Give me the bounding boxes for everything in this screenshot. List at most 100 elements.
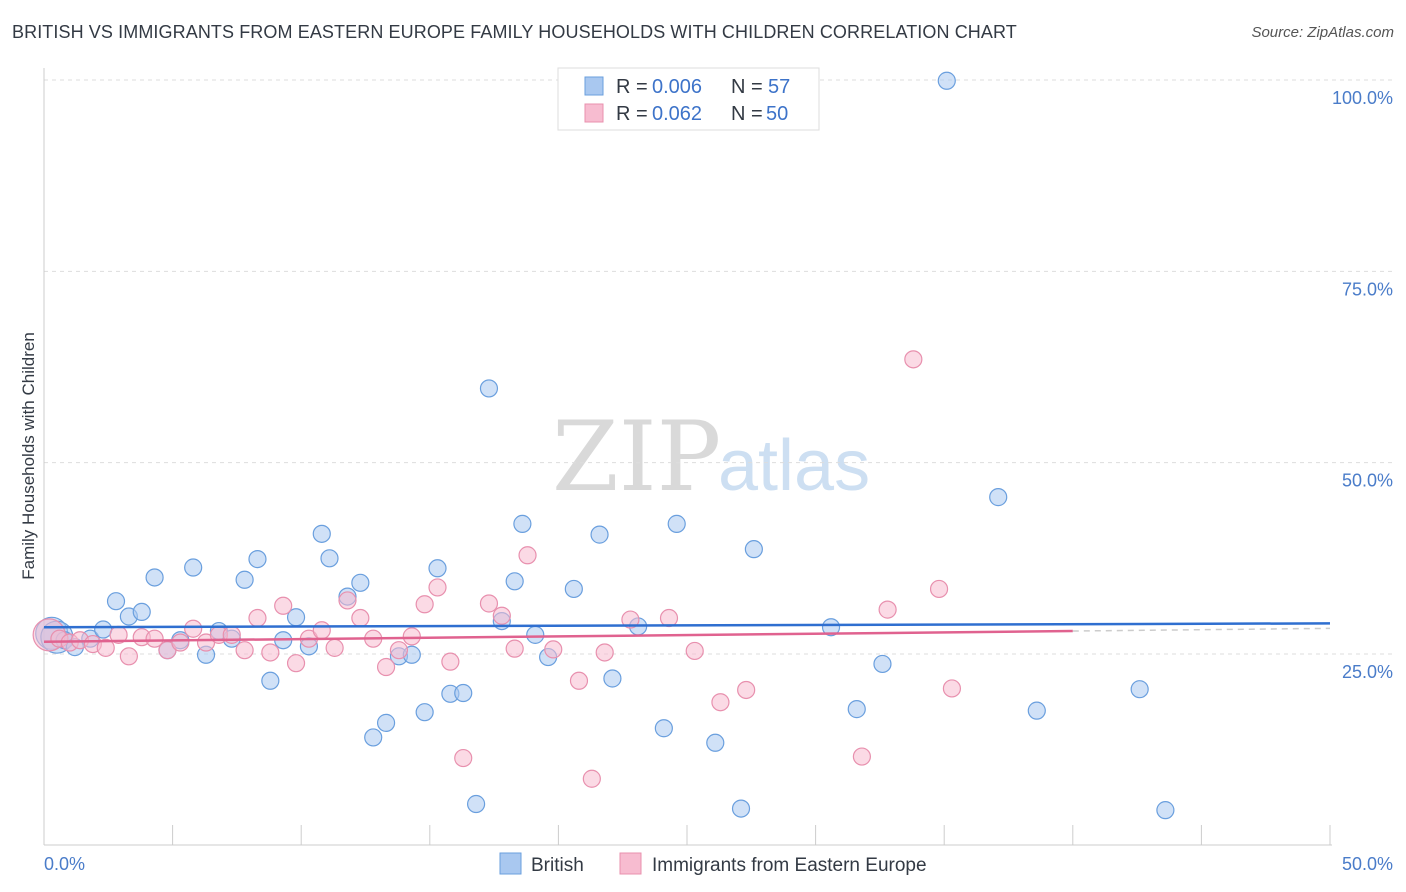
- eastern-point-45: [737, 680, 756, 700]
- british-point-47: [706, 733, 725, 752]
- legend-swatch-british: [584, 76, 604, 96]
- british-point-49: [744, 540, 763, 559]
- watermark-zip: ZIP: [552, 401, 721, 513]
- eastern-point-43: [685, 641, 704, 661]
- british-point-17: [248, 549, 267, 569]
- legend-r-value-eastern: 0.062: [652, 103, 702, 125]
- british-point-54: [989, 488, 1008, 507]
- eastern-point-20: [286, 654, 306, 673]
- eastern-point-12: [184, 619, 203, 638]
- y-axis-label: Family Households with Children: [19, 332, 38, 580]
- british-point-51: [847, 700, 866, 719]
- eastern-point-51: [582, 769, 601, 788]
- y-tick-label-3: 100.0%: [1332, 88, 1393, 108]
- british-point-56: [1130, 680, 1149, 699]
- source-label: Source: ZipAtlas.com: [1251, 24, 1394, 41]
- eastern-point-42: [659, 608, 679, 628]
- british-point-50: [821, 618, 841, 637]
- british-point-5: [94, 620, 113, 639]
- trend-line-eastern-extension: [1072, 627, 1331, 632]
- british-point-53: [937, 71, 956, 90]
- eastern-point-32: [441, 652, 460, 671]
- grid-lines: [44, 79, 1393, 655]
- british-point-9: [145, 568, 164, 587]
- british-point-41: [564, 579, 583, 599]
- chart-title: BRITISH VS IMMIGRANTS FROM EASTERN EUROP…: [12, 22, 1017, 42]
- eastern-point-5: [96, 638, 115, 657]
- british-point-16: [235, 570, 254, 589]
- british-point-42: [590, 525, 609, 544]
- y-tick-label-1: 50.0%: [1342, 471, 1393, 491]
- eastern-point-48: [904, 350, 923, 369]
- eastern-point-49: [929, 579, 949, 599]
- eastern-point-33: [454, 748, 473, 768]
- british-point-57: [1156, 801, 1175, 820]
- british-point-26: [364, 728, 383, 747]
- y-tick-label-0: 25.0%: [1342, 662, 1393, 682]
- british-point-22: [312, 524, 331, 543]
- stats-legend: R = 0.006 N = 57 R = 0.062 N = 50: [557, 67, 820, 131]
- eastern-point-23: [325, 638, 344, 657]
- eastern-point-39: [569, 671, 589, 690]
- british-point-6: [106, 592, 126, 611]
- watermark-atlas: atlas: [718, 426, 870, 506]
- eastern-point-22: [312, 621, 331, 640]
- eastern-point-17: [248, 608, 267, 628]
- trend-line-eastern: [43, 629, 1073, 644]
- british-point-45: [654, 719, 673, 738]
- eastern-point-11: [171, 633, 190, 652]
- eastern-point-34: [479, 594, 499, 613]
- british-point-8: [132, 602, 151, 622]
- legend-r-label-british: R =: [616, 76, 648, 98]
- y-tick-labels: 25.0% 50.0% 75.0% 100.0%: [1332, 88, 1393, 682]
- eastern-europe-points: [32, 350, 962, 788]
- british-point-43: [603, 669, 622, 688]
- legend-n-value-british: 57: [768, 76, 790, 98]
- british-point-23: [320, 549, 339, 568]
- legend-n-value-eastern: 50: [766, 103, 788, 125]
- series-legend: British Immigrants from Eastern Europe: [499, 852, 927, 876]
- bottom-legend-swatch-british: [499, 852, 522, 875]
- legend-swatch-eastern: [584, 103, 604, 123]
- x-tick-label-min: 0.0%: [44, 854, 85, 874]
- eastern-point-24: [338, 591, 357, 610]
- eastern-point-19: [274, 596, 293, 615]
- british-point-12: [184, 558, 203, 577]
- eastern-point-25: [351, 608, 370, 628]
- eastern-point-44: [711, 693, 730, 712]
- eastern-point-7: [119, 647, 138, 666]
- bottom-legend-swatch-eastern: [619, 852, 642, 875]
- british-point-38: [513, 514, 532, 533]
- legend-r-label-eastern: R =: [616, 103, 648, 125]
- eastern-point-41: [621, 610, 640, 629]
- bottom-legend-label-eastern: Immigrants from Eastern Europe: [652, 855, 927, 876]
- x-tick-marks: [43, 825, 1331, 845]
- british-point-30: [415, 703, 434, 722]
- british-point-31: [428, 559, 447, 578]
- british-point-48: [731, 799, 751, 818]
- eastern-point-27: [376, 657, 396, 677]
- x-tick-label-max: 50.0%: [1342, 854, 1393, 874]
- eastern-point-37: [518, 546, 537, 565]
- trend-lines: [43, 622, 1331, 644]
- eastern-point-35: [492, 606, 511, 625]
- british-point-37: [505, 572, 524, 591]
- eastern-point-50: [942, 679, 962, 698]
- eastern-point-38: [544, 640, 563, 659]
- bottom-legend-label-british: British: [531, 855, 584, 876]
- british-point-33: [454, 683, 473, 703]
- eastern-point-30: [415, 595, 434, 614]
- british-point-18: [261, 671, 280, 690]
- trend-line-british: [43, 622, 1331, 629]
- eastern-point-36: [505, 639, 524, 658]
- eastern-point-28: [389, 641, 409, 660]
- british-point-52: [873, 654, 892, 674]
- eastern-point-18: [261, 643, 280, 662]
- legend-n-label-british: N =: [731, 76, 763, 98]
- eastern-point-9: [145, 629, 164, 648]
- eastern-point-40: [595, 643, 614, 662]
- legend-r-value-british: 0.006: [652, 76, 702, 98]
- eastern-point-47: [878, 600, 897, 619]
- british-point-35: [479, 379, 499, 398]
